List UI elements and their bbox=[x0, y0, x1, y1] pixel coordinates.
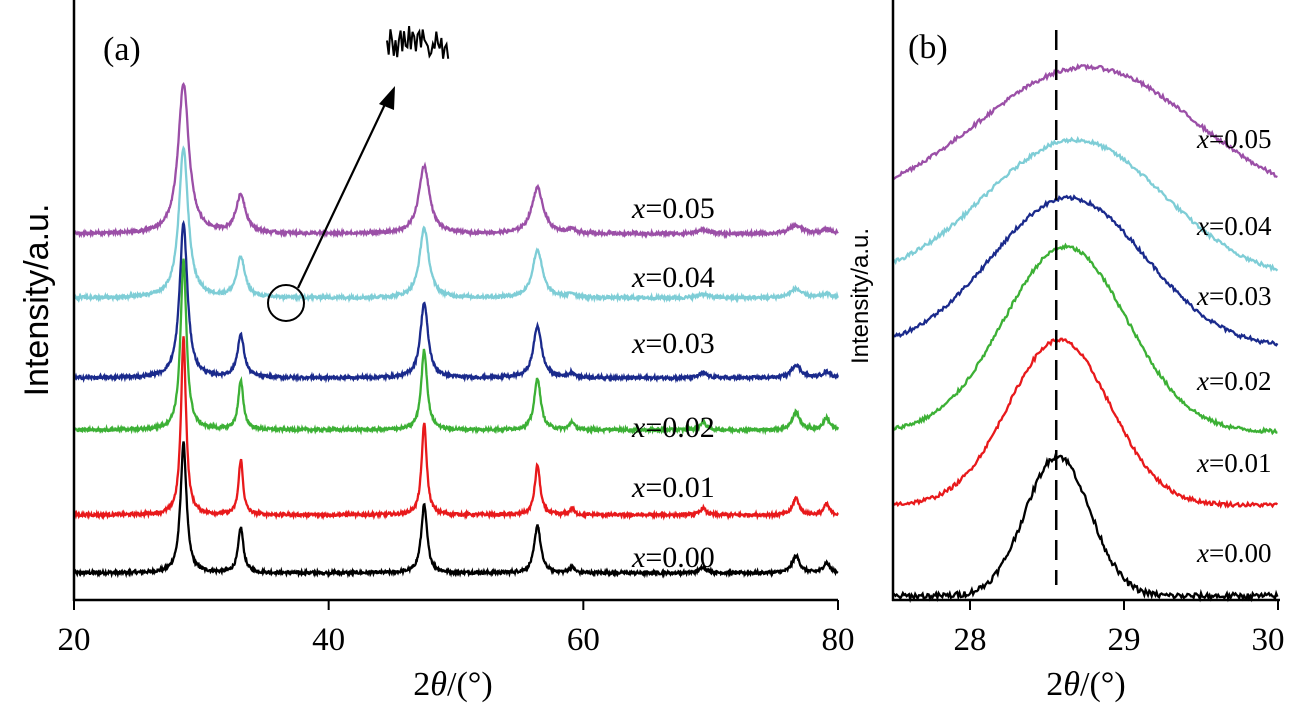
panel-a-series-group bbox=[72, 82, 840, 579]
panel-b-y-axis-label: Intensity/a.u. bbox=[847, 228, 874, 364]
panel-a-series-labels: x=0.00 x=0.01 x=0.02 x=0.03 x=0.04 x=0.05 bbox=[631, 192, 715, 574]
panel-b-x-tick-label: 28 bbox=[954, 622, 987, 658]
panel-b-series-line bbox=[892, 451, 1279, 604]
panel-b-series-label: x=0.03 bbox=[1196, 281, 1271, 311]
panel-a-series-line bbox=[72, 336, 839, 521]
panel-b-x-tick-label: 30 bbox=[1252, 622, 1285, 658]
panel-b-series-line bbox=[892, 135, 1279, 273]
panel-b-x-axis-label: 2θ/(°) bbox=[1046, 666, 1125, 703]
panel-a-x-tick-label: 80 bbox=[822, 622, 855, 658]
panel-a-series-label: x=0.03 bbox=[631, 327, 715, 360]
panel-a-series-label: x=0.02 bbox=[631, 411, 715, 444]
panel-b-series-line bbox=[891, 194, 1279, 347]
panel-b-series-label: x=0.01 bbox=[1196, 448, 1271, 478]
panel-a-series-label: x=0.04 bbox=[631, 261, 715, 294]
panel-a-series-line bbox=[73, 145, 839, 304]
panel-a-x-tick-label: 20 bbox=[58, 622, 91, 658]
panel-a-series-line bbox=[72, 258, 840, 436]
panel-a-series-line bbox=[72, 82, 839, 240]
panel-b-series-label: x=0.02 bbox=[1196, 366, 1271, 396]
panel-a-series-label: x=0.05 bbox=[631, 192, 715, 225]
panel-b-series-line bbox=[892, 63, 1278, 180]
panel-b-series-label: x=0.05 bbox=[1196, 124, 1271, 154]
panel-b-x-ticks: 28 29 30 bbox=[954, 600, 1285, 658]
panel-b-series-label: x=0.04 bbox=[1196, 211, 1272, 241]
annotation-arrow-head bbox=[379, 86, 395, 110]
panel-a-x-axis-label: 2θ/(°) bbox=[413, 666, 492, 703]
panel-a-series-label: x=0.01 bbox=[631, 471, 715, 504]
panel-b-x-tick-label: 29 bbox=[1108, 622, 1141, 658]
noise-inset-trace bbox=[386, 26, 450, 59]
panel-a: (a) Intensity/a.u. 20 40 60 80 2θ/(°) x=0.0… bbox=[18, 0, 855, 703]
panel-b-series-labels: x=0.00 x=0.01 x=0.02 x=0.03 x=0.04 x=0.05 bbox=[1196, 124, 1272, 568]
noise-highlight-circle bbox=[267, 284, 305, 322]
panel-a-series-label: x=0.00 bbox=[631, 541, 715, 574]
panel-a-x-tick-label: 60 bbox=[567, 622, 600, 658]
panel-b-series-group bbox=[891, 63, 1279, 604]
annotation-arrow-shaft bbox=[297, 99, 388, 289]
panel-b-series-line bbox=[891, 242, 1278, 436]
panel-b: (b) Intensity/a.u. 28 29 30 2θ/(°) x=0.00x… bbox=[847, 0, 1285, 703]
panel-b-series-line bbox=[892, 337, 1279, 509]
panel-b-series-label: x=0.00 bbox=[1196, 538, 1271, 568]
panel-b-label: (b) bbox=[908, 29, 948, 66]
panel-a-label: (a) bbox=[103, 31, 141, 68]
panel-a-x-ticks: 20 40 60 80 bbox=[58, 600, 855, 658]
panel-a-series-line bbox=[72, 441, 839, 579]
panel-a-y-axis-label: Intensity/a.u. bbox=[18, 204, 56, 397]
panel-a-x-tick-label: 40 bbox=[312, 622, 345, 658]
panel-a-series-line bbox=[72, 219, 840, 384]
